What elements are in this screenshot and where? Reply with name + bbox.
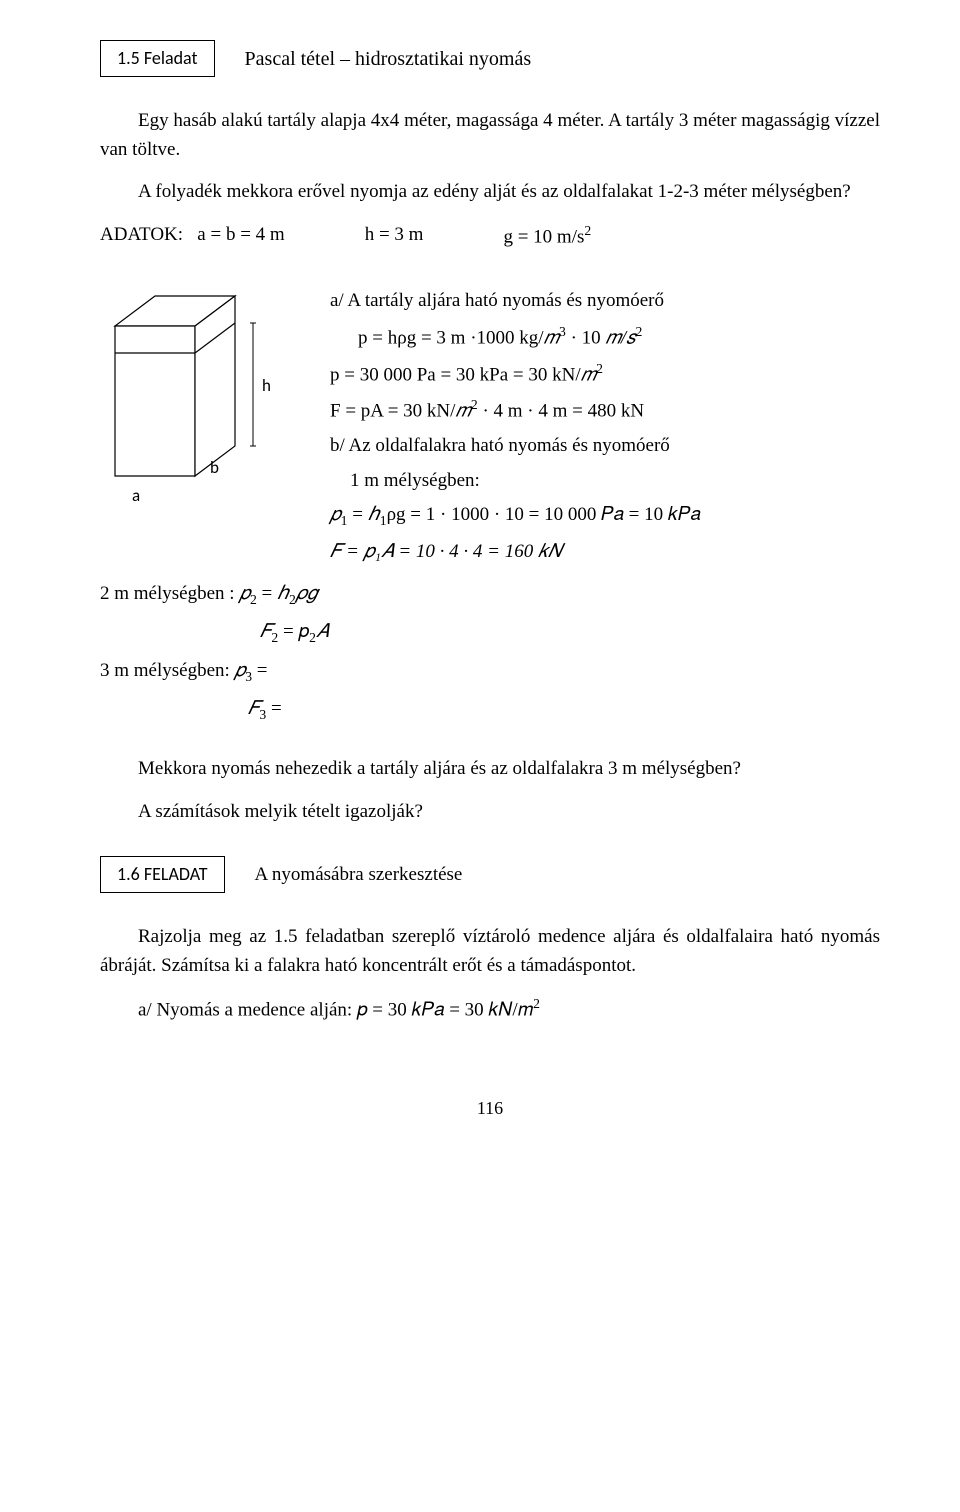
adatok-g: g = 10 m/s2: [503, 221, 591, 252]
r5: b/ Az oldalfalakra ható nyomás és nyomóe…: [330, 432, 880, 461]
r4: F = pA = 30 kN/𝑚2 · 4 m · 4 m = 480 kN: [330, 395, 880, 426]
page-number: 116: [100, 1095, 880, 1122]
line-F2: 𝐹2 = 𝑝2𝐴: [100, 618, 880, 648]
task2-p2: a/ Nyomás a medence alján: 𝑝 = 30 𝑘𝑃𝑎 = …: [100, 994, 880, 1025]
task2-title: A nyomásábra szerkesztése: [255, 861, 463, 890]
task1-q2: A számítások melyik tételt igazolják?: [100, 798, 880, 827]
line-2m: 2 m mélységben : 𝑝2 = ℎ2𝜌𝑔: [100, 580, 880, 610]
r3: p = 30 000 Pa = 30 kPa = 30 kN/𝑚2: [330, 359, 880, 390]
r1: a/ A tartály aljára ható nyomás és nyomó…: [330, 287, 880, 316]
line-F3: 𝐹3 =: [100, 695, 880, 725]
adatok-label: ADATOK:: [100, 224, 183, 245]
task1-label-box: 1.5 Feladat: [100, 40, 215, 77]
task2-p1: Rajzolja meg az 1.5 feladatban szereplő …: [100, 923, 880, 980]
task1-label: 1.5 Feladat: [117, 47, 198, 69]
r6: 1 m mélységben:: [330, 467, 880, 496]
diagram-col: h a b: [100, 281, 300, 572]
adatok-row: ADATOK: a = b = 4 m h = 3 m g = 10 m/s2: [100, 221, 880, 252]
task1-header: 1.5 Feladat Pascal tétel – hidrosztatika…: [100, 40, 880, 77]
text-col: a/ A tartály aljára ható nyomás és nyomó…: [330, 281, 880, 572]
task2-label: 1.6 FELADAT: [117, 863, 208, 885]
task1-title: Pascal tétel – hidrosztatikai nyomás: [245, 40, 532, 74]
r8: 𝐹 = 𝑝₁𝐴 = 10 · 4 · 4 = 160 𝑘𝑁: [330, 538, 880, 567]
svg-text:a: a: [132, 485, 140, 506]
r2: p = hρg = 3 m ·1000 kg/𝑚3 · 10 𝑚/𝑠2: [330, 322, 880, 353]
task1-p2: A folyadék mekkora erővel nyomja az edén…: [100, 178, 880, 207]
adatok-a: a = b = 4 m: [197, 224, 284, 245]
task2-label-box: 1.6 FELADAT: [100, 856, 225, 893]
adatok-ab: ADATOK: a = b = 4 m: [100, 221, 285, 252]
task2-header: 1.6 FELADAT A nyomásábra szerkesztése: [100, 856, 880, 893]
task1-q1: Mekkora nyomás nehezedik a tartály aljár…: [100, 755, 880, 784]
task1-p1: Egy hasáb alakú tartály alapja 4x4 méter…: [100, 107, 880, 164]
adatok-h: h = 3 m: [365, 221, 424, 252]
line-3m: 3 m mélységben: 𝑝3 =: [100, 657, 880, 687]
svg-text:h: h: [262, 375, 271, 396]
main-row: h a b a/ A tartály aljára ható nyomás és…: [100, 281, 880, 572]
svg-text:b: b: [210, 457, 219, 478]
r7: 𝑝1 = ℎ1ρg = 1 · 1000 · 10 = 10 000 𝑃𝑎 = …: [330, 501, 880, 531]
tank-diagram: h a b: [100, 281, 295, 521]
